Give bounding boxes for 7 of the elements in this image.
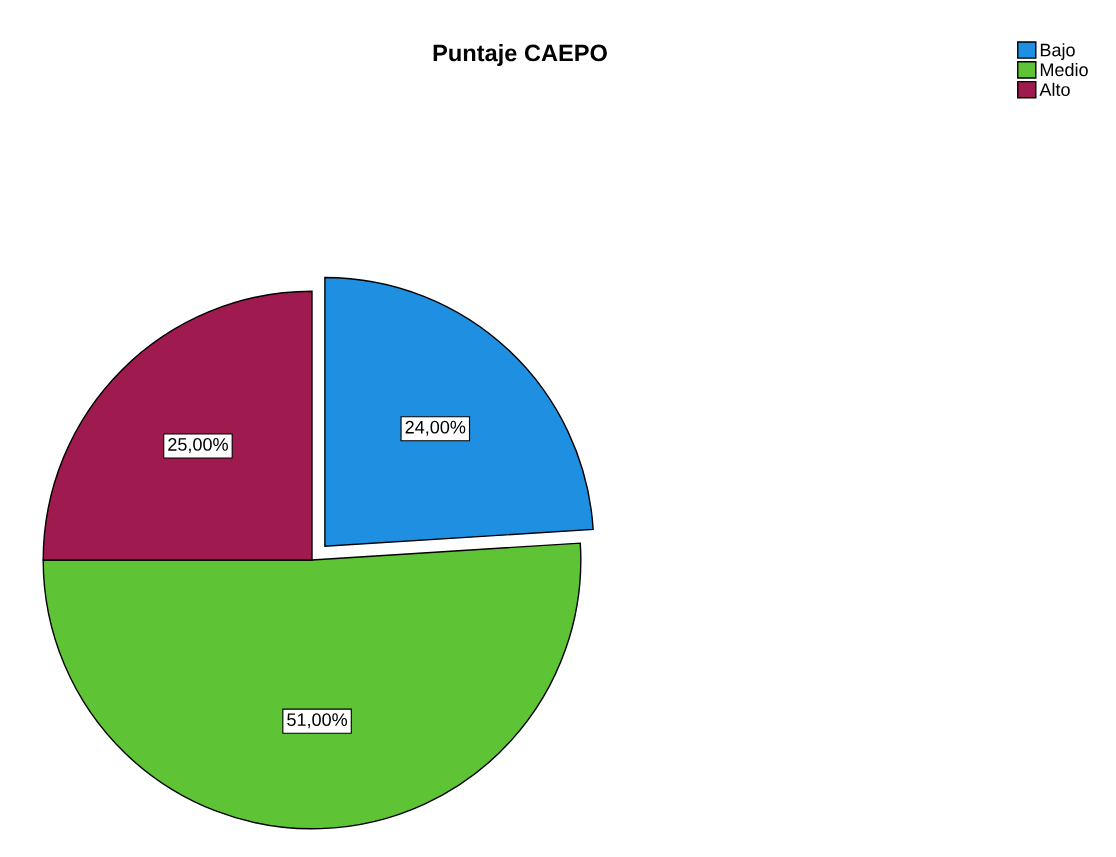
data-label: 51,00% (287, 713, 348, 729)
data-label: 24,00% (405, 420, 466, 436)
legend-label: Medio (1040, 62, 1088, 77)
legend-label: Bajo (1040, 43, 1075, 60)
chart-title: Puntaje CAEPO (433, 44, 607, 67)
data-label: 25,00% (168, 438, 228, 453)
legend-label: Alto (1039, 82, 1070, 97)
